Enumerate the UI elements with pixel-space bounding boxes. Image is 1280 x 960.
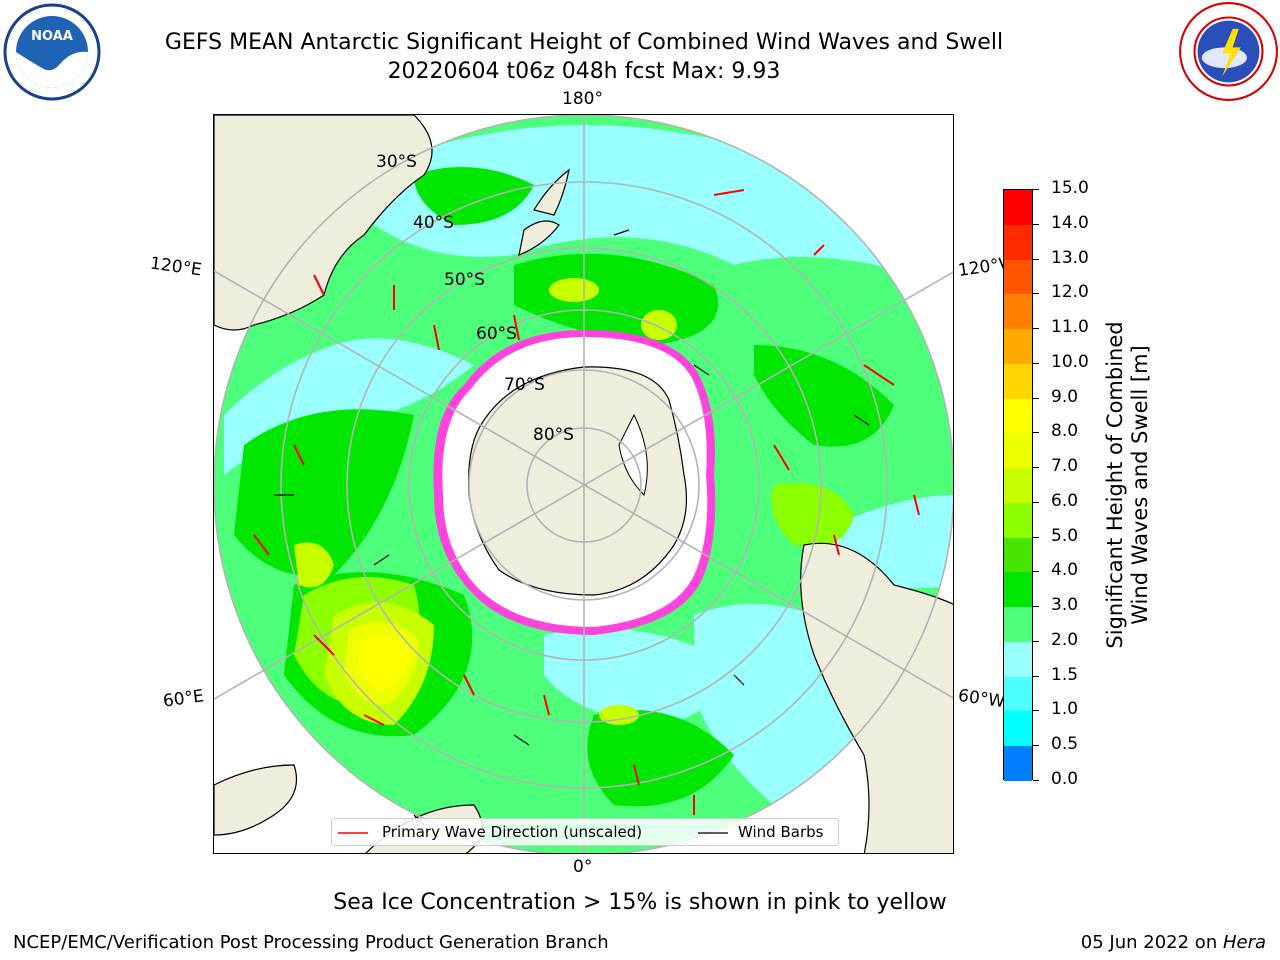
colorbar-segment [1004, 641, 1032, 678]
noaa-logo: NOAA [3, 3, 101, 101]
colorbar-segment [1004, 607, 1032, 643]
colorbar-segment [1004, 398, 1032, 434]
colorbar [1003, 189, 1033, 782]
colorbar-segment [1004, 468, 1032, 504]
colorbar-title: Significant Height of Combined Wind Wave… [1103, 321, 1153, 648]
colorbar-tick-label: 15.0 [1051, 178, 1089, 198]
colorbar-tick-mark [1033, 432, 1039, 434]
colorbar-tick-mark [1033, 293, 1039, 295]
colorbar-segment [1004, 676, 1032, 712]
colorbar-segment [1004, 190, 1032, 226]
footer-date-text: 05 Jun 2022 on [1080, 932, 1223, 953]
lat-label-60s: 60°S [476, 324, 517, 344]
colorbar-tick-label: 2.0 [1051, 629, 1079, 650]
colorbar-tick-label: 0.0 [1051, 769, 1079, 789]
colorbar-segment [1004, 294, 1032, 330]
colorbar-tick-mark [1033, 258, 1039, 260]
polar-map [213, 114, 954, 854]
map-legend: Primary Wave Direction (unscaled) Wind B… [331, 818, 839, 846]
lon-label-180: 180° [562, 89, 603, 109]
colorbar-tick-label: 12.0 [1051, 282, 1089, 303]
colorbar-tick-label: 13.0 [1051, 247, 1089, 268]
lon-label-120e: 120°E [148, 253, 203, 281]
colorbar-tick-mark [1033, 640, 1039, 642]
colorbar-tick-label: 4.0 [1051, 560, 1079, 581]
footer-credit: NCEP/EMC/Verification Post Processing Pr… [13, 932, 609, 953]
chart-title: GEFS MEAN Antarctic Significant Height o… [144, 28, 1024, 86]
colorbar-segment [1004, 572, 1032, 608]
colorbar-segment [1004, 363, 1032, 400]
colorbar-tick-mark [1033, 467, 1039, 469]
barb-legend-label: Wind Barbs [738, 823, 824, 841]
colorbar-segment [1004, 259, 1032, 295]
colorbar-tick-label: 7.0 [1051, 456, 1079, 477]
colorbar-tick-mark [1033, 675, 1039, 677]
colorbar-segment [1004, 746, 1032, 782]
nws-logo [1179, 2, 1278, 101]
colorbar-tick-label: 10.0 [1051, 351, 1089, 372]
colorbar-title-line-2: Wind Waves and Swell [m] [1128, 345, 1152, 625]
wave-arrows [253, 189, 920, 815]
colorbar-tick-mark [1033, 189, 1039, 190]
colorbar-tick-mark [1033, 710, 1039, 712]
colorbar-segment [1004, 224, 1032, 260]
colorbar-tick-label: 9.0 [1051, 386, 1079, 407]
colorbar-tick-mark [1033, 223, 1039, 225]
colorbar-segment [1004, 502, 1032, 539]
footer-host: Hera [1222, 932, 1266, 953]
colorbar-tick-mark [1033, 745, 1039, 747]
svg-text:NOAA: NOAA [31, 29, 73, 44]
sea-ice-note: Sea Ice Concentration > 15% is shown in … [333, 890, 947, 915]
lat-label-80s: 80°S [533, 425, 574, 445]
lon-label-0: 0° [573, 857, 593, 877]
footer-date: 05 Jun 2022 on Hera [1081, 932, 1266, 953]
wave-legend-line [338, 832, 368, 834]
colorbar-tick-mark [1033, 571, 1039, 573]
lon-label-60e: 60°E [161, 686, 206, 712]
colorbar-tick-mark [1033, 328, 1039, 330]
colorbar-tick-label: 0.5 [1051, 734, 1079, 755]
colorbar-tick-mark [1033, 362, 1039, 364]
colorbar-tick-mark [1033, 606, 1039, 608]
lat-label-50s: 50°S [444, 270, 485, 290]
colorbar-tick-label: 6.0 [1051, 490, 1079, 511]
polar-map-canvas [214, 115, 953, 853]
lat-label-40s: 40°S [413, 213, 454, 233]
colorbar-tick-label: 3.0 [1051, 595, 1079, 616]
barb-legend-line [698, 832, 728, 834]
colorbar-tick-label: 8.0 [1051, 421, 1079, 442]
lat-label-70s: 70°S [504, 375, 545, 395]
colorbar-tick-label: 11.0 [1051, 317, 1089, 338]
lon-label-60w: 60°W [956, 685, 1007, 713]
colorbar-segment [1004, 433, 1032, 469]
colorbar-tick-mark [1033, 780, 1039, 781]
lat-label-30s: 30°S [376, 152, 417, 172]
colorbar-segment [1004, 329, 1032, 365]
title-line-2: 20220604 t06z 048h fcst Max: 9.93 [387, 59, 781, 84]
colorbar-tick-mark [1033, 397, 1039, 399]
colorbar-tick-label: 14.0 [1051, 212, 1089, 233]
colorbar-tick-label: 5.0 [1051, 525, 1079, 546]
colorbar-title-line-1: Significant Height of Combined [1103, 321, 1127, 649]
title-line-1: GEFS MEAN Antarctic Significant Height o… [164, 30, 1004, 55]
colorbar-tick-label: 1.0 [1051, 699, 1079, 720]
colorbar-segment [1004, 537, 1032, 573]
colorbar-tick-mark [1033, 501, 1039, 503]
colorbar-tick-mark [1033, 536, 1039, 538]
colorbar-tick-label: 1.5 [1051, 664, 1079, 685]
wave-legend-label: Primary Wave Direction (unscaled) [382, 823, 643, 841]
colorbar-segment [1004, 711, 1032, 747]
